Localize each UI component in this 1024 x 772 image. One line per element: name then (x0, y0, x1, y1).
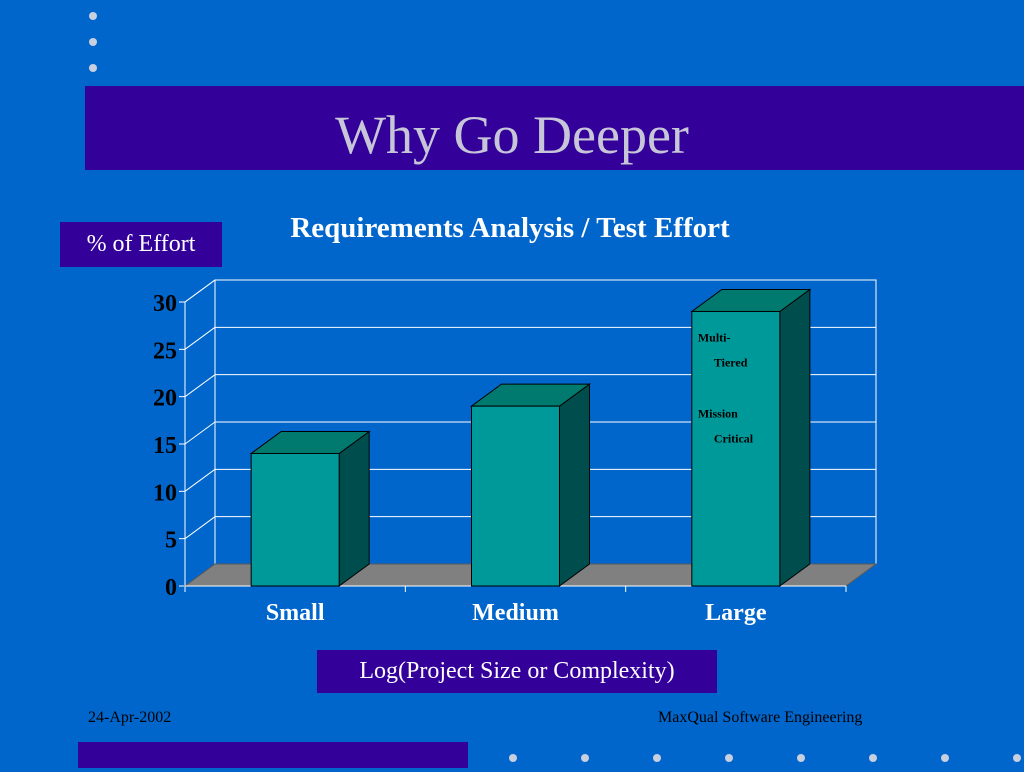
y-tick-label: 0 (165, 575, 177, 601)
y-tick-label: 5 (165, 528, 177, 554)
bar-side (559, 383, 590, 587)
bar-side (338, 430, 370, 587)
slide-title: Why Go Deeper (335, 105, 689, 165)
dot-icon (653, 754, 661, 762)
dot-icon (89, 12, 97, 20)
chart-title: Requirements Analysis / Test Effort (290, 212, 730, 244)
bar-annotation: Multi- (698, 330, 731, 344)
bar-annotation: Mission (698, 406, 738, 420)
y-axis-label-box: % of Effort (60, 222, 222, 267)
dot-icon (89, 64, 97, 72)
gridline-diagonal (184, 516, 216, 540)
bar-annotation: Tiered (714, 355, 748, 369)
y-tick-label: 10 (153, 480, 177, 506)
y-axis-label: % of Effort (86, 231, 196, 257)
dot-icon (869, 754, 877, 762)
gridline-diagonal (184, 374, 216, 398)
y-tick-label: 15 (153, 433, 177, 459)
bottom-bar (78, 742, 468, 768)
bar-side (779, 288, 811, 587)
y-tick-label: 20 (153, 386, 177, 412)
y-tick-label: 30 (153, 291, 177, 317)
gridline-diagonal (184, 279, 216, 303)
gridline-diagonal (184, 468, 216, 492)
bar (471, 405, 560, 587)
dot-icon (941, 754, 949, 762)
gridline-diagonal (184, 326, 216, 350)
gridline-diagonal (184, 421, 216, 445)
x-tick-label: Large (705, 600, 767, 626)
bar-annotation: Critical (714, 431, 754, 445)
bar (691, 310, 781, 587)
footer-org: MaxQual Software Engineering (658, 709, 863, 726)
dot-icon (725, 754, 733, 762)
decorative-dots-left (89, 12, 99, 90)
bar (250, 452, 340, 587)
y-tick-label: 25 (153, 338, 177, 364)
dot-icon (89, 38, 97, 46)
x-tick-label: Medium (472, 600, 559, 626)
x-axis-label: Log(Project Size or Complexity) (359, 658, 675, 684)
title-bar: Why Go Deeper (85, 86, 1024, 170)
dot-icon (1013, 754, 1021, 762)
x-tick-label: Small (266, 600, 325, 626)
footer-date: 24-Apr-2002 (88, 709, 172, 726)
dot-icon (509, 754, 517, 762)
dot-icon (797, 754, 805, 762)
dot-icon (581, 754, 589, 762)
x-axis-label-box: Log(Project Size or Complexity) (317, 650, 717, 693)
decorative-dots-bottom (509, 754, 1024, 762)
